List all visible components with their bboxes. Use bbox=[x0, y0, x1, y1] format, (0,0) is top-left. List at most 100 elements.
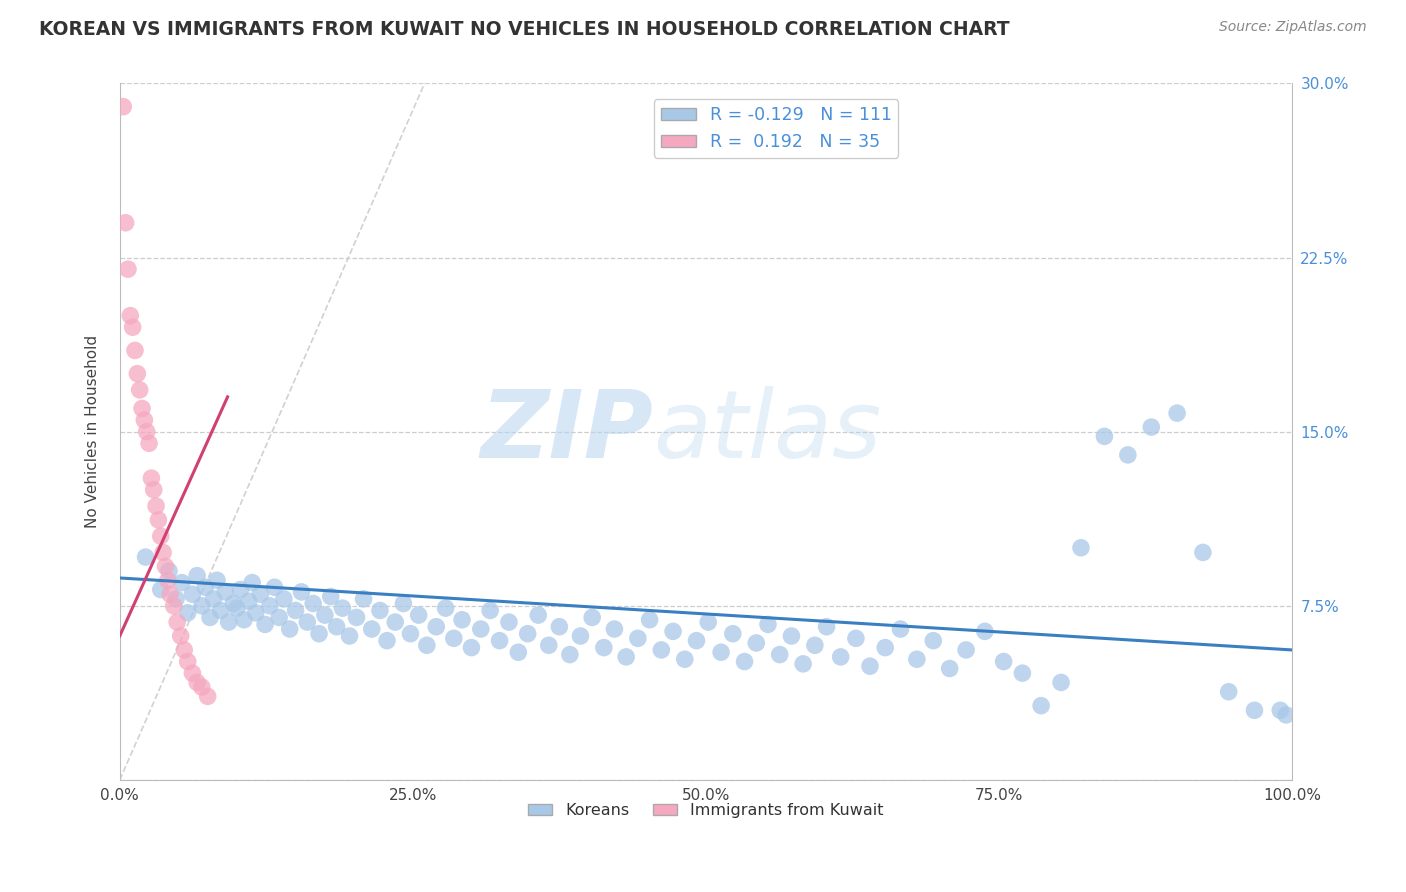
Point bbox=[308, 626, 330, 640]
Point bbox=[121, 320, 143, 334]
Point bbox=[325, 620, 347, 634]
Point bbox=[117, 262, 139, 277]
Point bbox=[955, 643, 977, 657]
Point bbox=[339, 629, 361, 643]
Point bbox=[273, 591, 295, 606]
Point bbox=[222, 597, 245, 611]
Point bbox=[548, 620, 571, 634]
Point bbox=[662, 624, 685, 639]
Point bbox=[186, 568, 208, 582]
Point bbox=[756, 617, 779, 632]
Point bbox=[638, 613, 661, 627]
Point bbox=[1070, 541, 1092, 555]
Point bbox=[218, 615, 240, 629]
Point bbox=[181, 587, 204, 601]
Point bbox=[263, 580, 285, 594]
Point bbox=[152, 545, 174, 559]
Point bbox=[1116, 448, 1139, 462]
Point bbox=[170, 575, 193, 590]
Point bbox=[416, 638, 439, 652]
Point bbox=[129, 814, 152, 829]
Point bbox=[938, 661, 960, 675]
Point bbox=[249, 587, 271, 601]
Point bbox=[627, 632, 650, 646]
Point bbox=[460, 640, 482, 655]
Point bbox=[157, 564, 180, 578]
Point bbox=[186, 675, 208, 690]
Point bbox=[875, 640, 897, 655]
Point bbox=[191, 680, 214, 694]
Point bbox=[127, 367, 149, 381]
Point bbox=[297, 615, 319, 629]
Point bbox=[508, 645, 530, 659]
Point bbox=[170, 629, 193, 643]
Point bbox=[650, 643, 672, 657]
Point bbox=[177, 655, 200, 669]
Point bbox=[905, 652, 928, 666]
Point bbox=[332, 601, 354, 615]
Point bbox=[135, 550, 157, 565]
Point bbox=[614, 649, 637, 664]
Point bbox=[516, 626, 538, 640]
Point bbox=[993, 655, 1015, 669]
Point bbox=[319, 590, 342, 604]
Point bbox=[165, 591, 187, 606]
Point bbox=[314, 608, 336, 623]
Point bbox=[537, 638, 560, 652]
Point bbox=[721, 626, 744, 640]
Text: Source: ZipAtlas.com: Source: ZipAtlas.com bbox=[1219, 20, 1367, 34]
Point bbox=[408, 608, 430, 623]
Point bbox=[181, 666, 204, 681]
Point bbox=[734, 655, 756, 669]
Point bbox=[177, 606, 200, 620]
Point bbox=[399, 626, 422, 640]
Point bbox=[131, 401, 153, 416]
Point bbox=[205, 574, 228, 588]
Point bbox=[1243, 703, 1265, 717]
Point bbox=[138, 824, 160, 838]
Point bbox=[214, 585, 236, 599]
Point bbox=[290, 585, 312, 599]
Point bbox=[845, 632, 868, 646]
Point bbox=[697, 615, 720, 629]
Point bbox=[191, 599, 214, 613]
Point bbox=[149, 529, 172, 543]
Text: atlas: atlas bbox=[654, 386, 882, 477]
Point bbox=[197, 690, 219, 704]
Point bbox=[1270, 703, 1292, 717]
Point bbox=[780, 629, 803, 643]
Point bbox=[375, 633, 398, 648]
Point bbox=[685, 633, 707, 648]
Point bbox=[368, 603, 391, 617]
Point bbox=[384, 615, 406, 629]
Point bbox=[156, 574, 179, 588]
Point bbox=[710, 645, 733, 659]
Point bbox=[889, 622, 911, 636]
Point bbox=[134, 413, 156, 427]
Point bbox=[443, 632, 465, 646]
Y-axis label: No Vehicles in Household: No Vehicles in Household bbox=[86, 335, 100, 528]
Point bbox=[148, 513, 170, 527]
Point bbox=[353, 591, 375, 606]
Point bbox=[278, 622, 301, 636]
Point bbox=[128, 383, 150, 397]
Point bbox=[238, 594, 260, 608]
Point bbox=[194, 580, 217, 594]
Point bbox=[527, 608, 550, 623]
Point bbox=[1029, 698, 1052, 713]
Point bbox=[1166, 406, 1188, 420]
Point bbox=[769, 648, 792, 662]
Point bbox=[259, 599, 281, 613]
Point bbox=[198, 610, 221, 624]
Point bbox=[673, 652, 696, 666]
Point bbox=[159, 587, 181, 601]
Point bbox=[202, 591, 225, 606]
Point bbox=[229, 582, 252, 597]
Point bbox=[498, 615, 520, 629]
Point bbox=[830, 649, 852, 664]
Point bbox=[269, 610, 291, 624]
Point bbox=[122, 807, 145, 822]
Point bbox=[815, 620, 838, 634]
Point bbox=[479, 603, 502, 617]
Point bbox=[581, 610, 603, 624]
